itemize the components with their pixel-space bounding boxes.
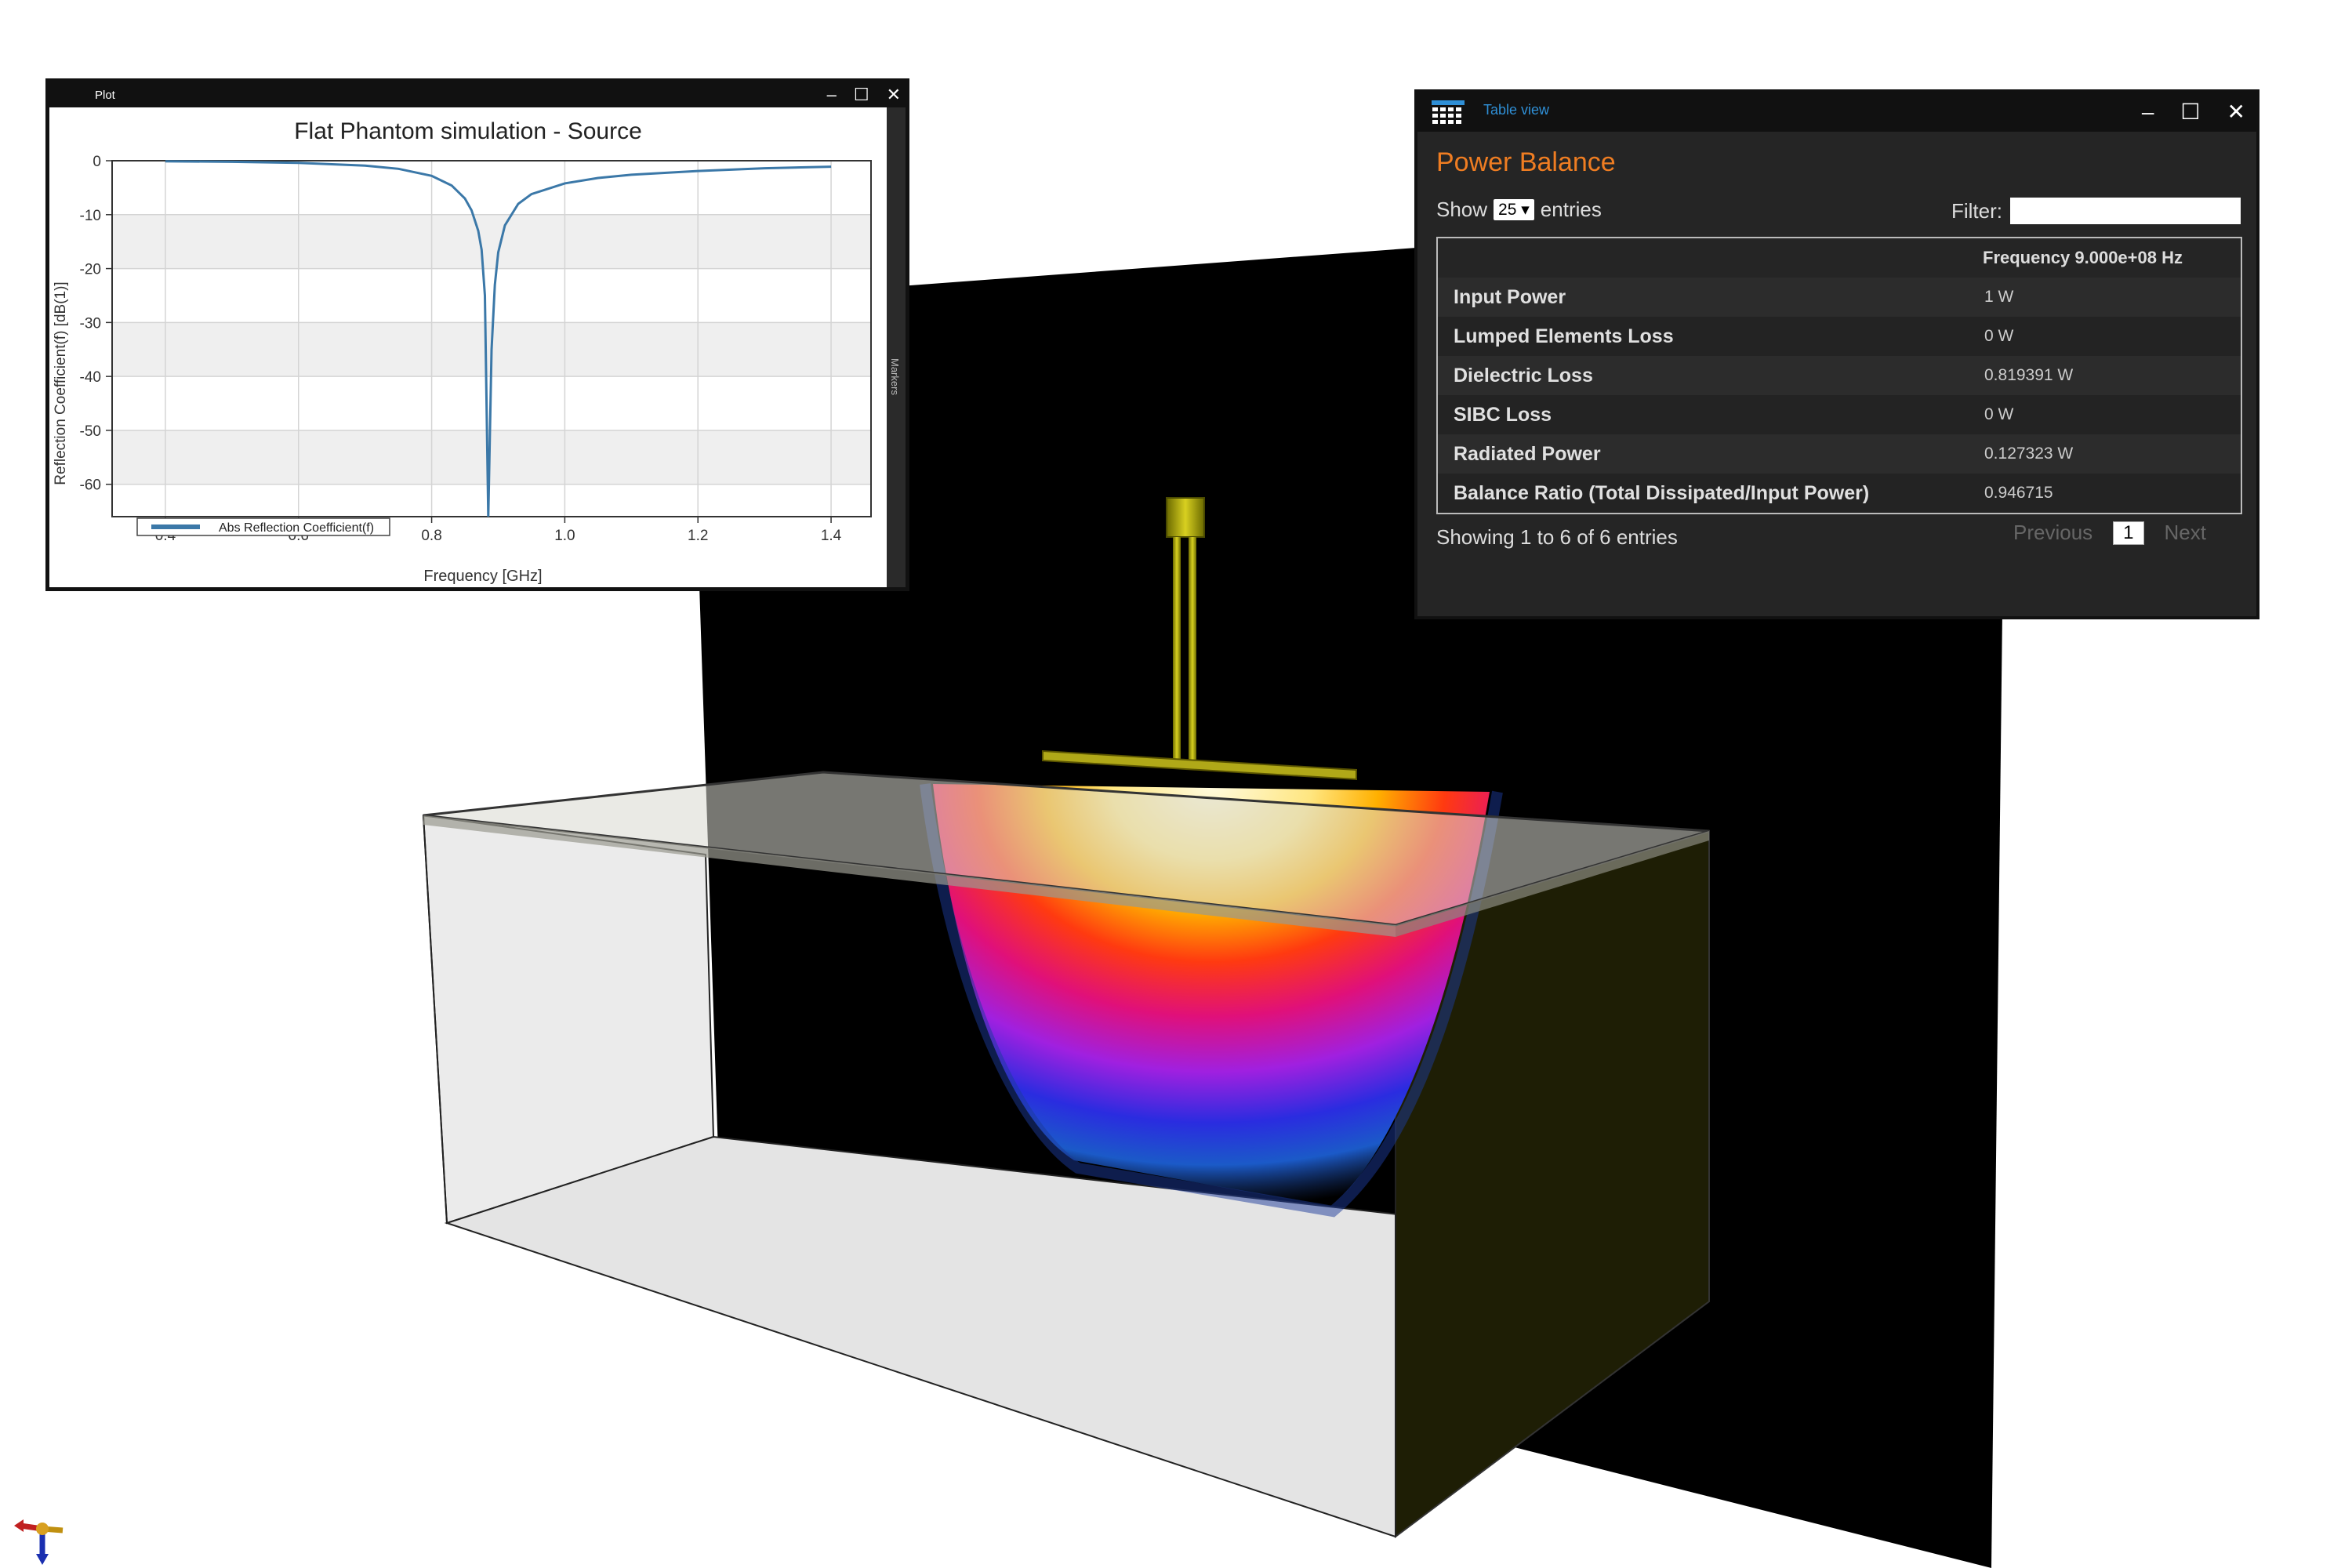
- y-tick-label: -50: [80, 423, 101, 440]
- y-tick-label: 0: [93, 154, 101, 170]
- series-line[interactable]: [165, 160, 832, 517]
- power-balance-table: Frequency 9.000e+08 Hz Input Power 1 W Lum…: [1436, 237, 2242, 514]
- table-window-title: Table view: [1483, 102, 1550, 118]
- minimize-icon[interactable]: –: [826, 85, 837, 104]
- row-label: SIBC Loss: [1437, 395, 1972, 434]
- show-entries-control: Show 25 ▾ entries: [1436, 198, 1602, 222]
- show-label: Show: [1436, 198, 1488, 221]
- table-row[interactable]: Dielectric Loss 0.819391 W: [1437, 356, 2241, 395]
- grid-band: [112, 430, 871, 485]
- y-tick-label: -10: [80, 208, 101, 224]
- row-value: 0.127323 W: [1972, 434, 2241, 474]
- table-header-frequency[interactable]: Frequency 9.000e+08 Hz: [1983, 248, 2183, 267]
- row-label: Dielectric Loss: [1437, 356, 1972, 395]
- row-label: Radiated Power: [1437, 434, 1972, 474]
- grid-band: [112, 214, 871, 269]
- table-header-blank[interactable]: [1437, 238, 1972, 278]
- y-tick-label: -40: [80, 369, 101, 386]
- x-tick-label: 1.2: [688, 528, 708, 544]
- plot-window[interactable]: Plot – ☐ ✕ 0.40.60.81.01.21.40-10-20-30-…: [45, 78, 909, 591]
- markers-tab-label: Markers: [889, 358, 901, 395]
- power-balance-heading: Power Balance: [1436, 147, 1616, 177]
- next-button[interactable]: Next: [2164, 521, 2206, 544]
- page-1-button[interactable]: 1: [2113, 521, 2144, 545]
- row-value: 0 W: [1972, 395, 2241, 434]
- table-view-window[interactable]: Table view – ☐ ✕ Power Balance Show 25 ▾…: [1414, 89, 2259, 619]
- row-value: 0.819391 W: [1972, 356, 2241, 395]
- filter-label: Filter:: [1951, 198, 2002, 223]
- previous-button[interactable]: Previous: [2013, 521, 2093, 544]
- x-axis-label: Frequency [GHz]: [423, 568, 542, 585]
- table-row[interactable]: Balance Ratio (Total Dissipated/Input Po…: [1437, 474, 2241, 514]
- table-info: Showing 1 to 6 of 6 entries: [1436, 525, 1678, 549]
- row-value: 1 W: [1972, 278, 2241, 317]
- y-tick-label: -60: [80, 477, 101, 494]
- dipole-antenna: [1042, 497, 1357, 781]
- table-row[interactable]: Lumped Elements Loss 0 W: [1437, 317, 2241, 356]
- close-icon[interactable]: ✕: [886, 85, 901, 104]
- x-tick-label: 0.8: [421, 528, 441, 544]
- table-row[interactable]: SIBC Loss 0 W: [1437, 395, 2241, 434]
- close-icon[interactable]: ✕: [2227, 100, 2245, 124]
- row-label: Lumped Elements Loss: [1437, 317, 1972, 356]
- y-axis-label: Reflection Coefficient(f) [dB(1)]: [53, 281, 69, 485]
- entries-label: entries: [1540, 198, 1602, 221]
- maximize-icon[interactable]: ☐: [2180, 100, 2201, 124]
- axis-triad-icon[interactable]: [11, 1515, 74, 1566]
- table-grid-icon: [1432, 100, 1465, 124]
- chart-legend: Abs Reflection Coefficient(f): [136, 517, 390, 536]
- minimize-icon[interactable]: –: [2141, 100, 2154, 124]
- table-row[interactable]: Input Power 1 W: [1437, 278, 2241, 317]
- maximize-icon[interactable]: ☐: [853, 85, 869, 104]
- x-tick-label: 1.0: [554, 528, 575, 544]
- row-label: Input Power: [1437, 278, 1972, 317]
- table-titlebar[interactable]: Table view – ☐ ✕: [1417, 93, 2256, 132]
- plot-window-title: Plot: [95, 89, 115, 102]
- plot-area-frame: [111, 160, 872, 517]
- row-value: 0.946715: [1972, 474, 2241, 514]
- filter-control: Filter:: [1951, 198, 2241, 224]
- legend-label: Abs Reflection Coefficient(f): [219, 521, 374, 535]
- plot-titlebar[interactable]: Plot – ☐ ✕: [49, 82, 906, 107]
- table-row[interactable]: Radiated Power 0.127323 W: [1437, 434, 2241, 474]
- filter-input[interactable]: [2010, 198, 2241, 224]
- reflection-chart[interactable]: 0.40.60.81.01.21.40-10-20-30-40-50-60 Fl…: [49, 107, 887, 587]
- pagination: Previous 1 Next: [2013, 521, 2206, 545]
- y-tick-label: -30: [80, 315, 101, 332]
- chart-title: Flat Phantom simulation - Source: [294, 118, 642, 144]
- row-label: Balance Ratio (Total Dissipated/Input Po…: [1437, 474, 1972, 514]
- row-value: 0 W: [1972, 317, 2241, 356]
- x-tick-label: 1.4: [821, 528, 842, 544]
- y-tick-label: -20: [80, 262, 101, 278]
- entries-per-page-select[interactable]: 25 ▾: [1494, 199, 1534, 220]
- markers-side-tab[interactable]: Markers: [887, 107, 906, 587]
